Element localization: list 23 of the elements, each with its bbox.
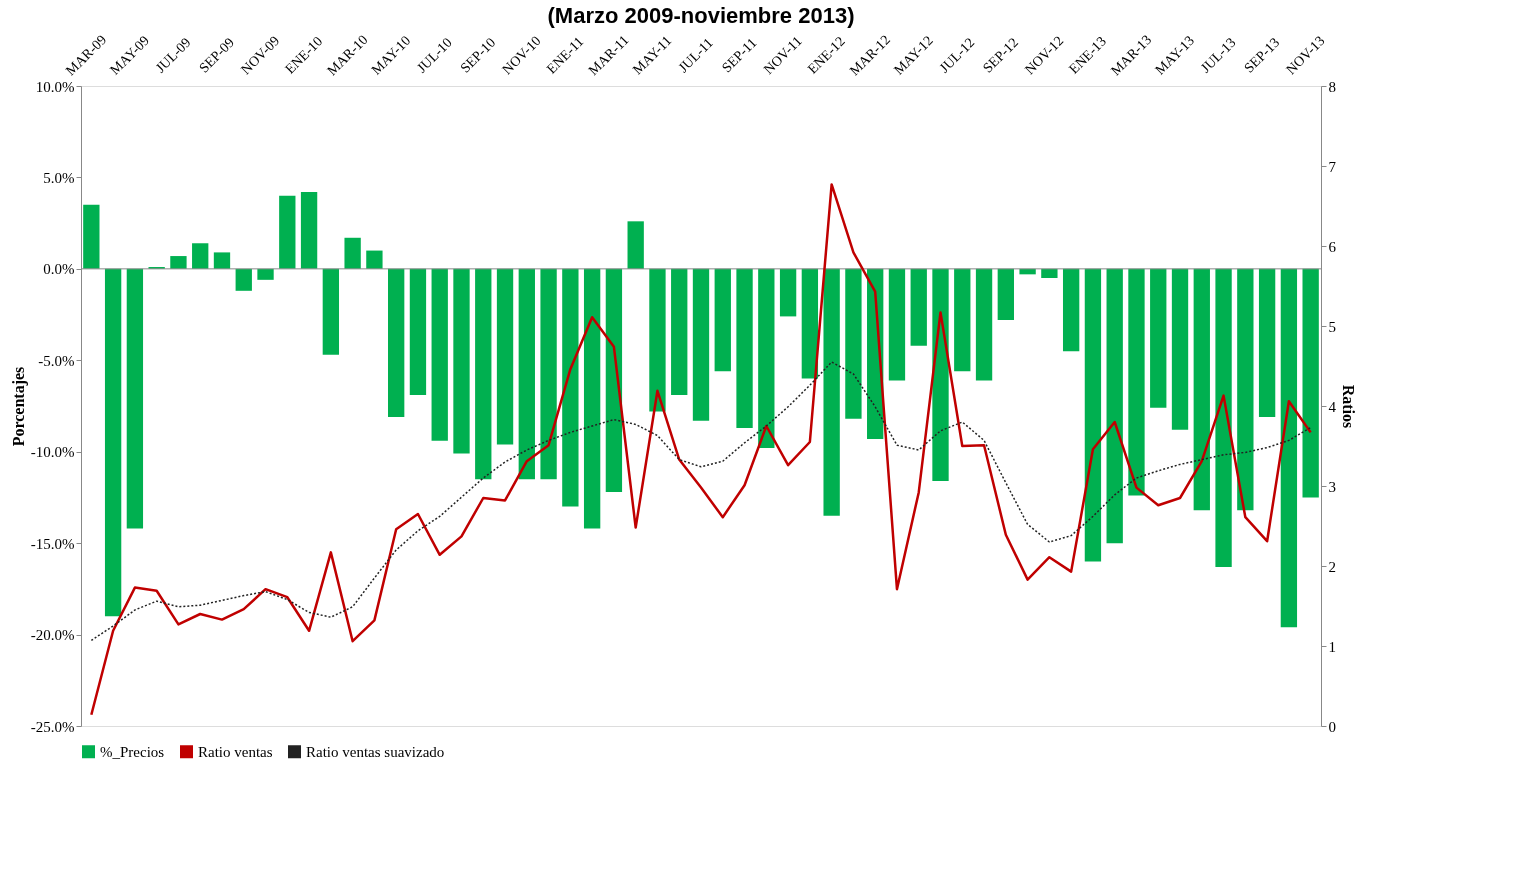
y2-axis-title: Ratios xyxy=(1340,384,1357,429)
y-tick-label: 0.0% xyxy=(43,261,75,278)
y-tick-label: 5.0% xyxy=(43,169,75,186)
y-tick-label: -10.0% xyxy=(30,444,75,461)
y2-tick-label: 2 xyxy=(1328,558,1336,575)
y2-tick-label: 6 xyxy=(1328,238,1337,255)
y-tick-label: -25.0% xyxy=(30,718,75,735)
y2-tick-label: 5 xyxy=(1328,318,1336,335)
y2-tick-label: 0 xyxy=(1328,718,1336,735)
y-tick-label: 10.0% xyxy=(35,78,75,95)
y-axis-title: Porcentajes xyxy=(9,366,28,447)
y-tick-label: -5.0% xyxy=(38,352,75,369)
y-tick-label: -15.0% xyxy=(30,535,75,552)
y2-tick-label: 3 xyxy=(1328,478,1336,495)
y2-tick-label: 4 xyxy=(1328,398,1337,415)
legend-label: %_Precios xyxy=(100,743,165,760)
legend-label: Ratio ventas xyxy=(198,743,273,760)
y2-tick-label: 1 xyxy=(1328,638,1336,655)
chart-title: (Marzo 2009-noviembre 2013) xyxy=(547,3,855,29)
legend-label: Ratio ventas suavizado xyxy=(306,743,445,760)
y2-tick-label: 8 xyxy=(1328,78,1336,95)
y2-tick-label: 7 xyxy=(1328,158,1337,175)
y-tick-label: -20.0% xyxy=(30,627,75,644)
